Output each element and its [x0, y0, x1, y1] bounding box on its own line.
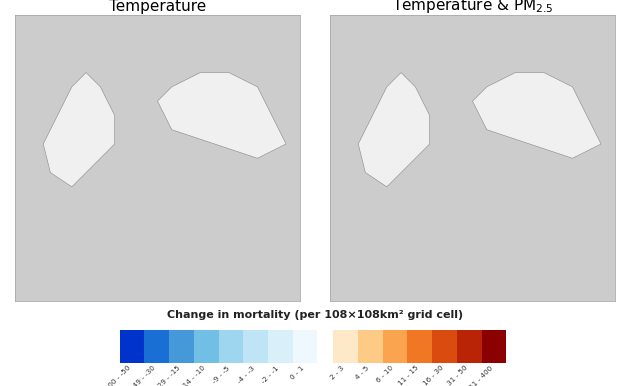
Text: -14 - -10: -14 - -10 [180, 365, 206, 386]
Text: 0 - 1: 0 - 1 [289, 365, 305, 381]
Polygon shape [472, 73, 601, 158]
Title: Due to change in
Temperature & PM$_{2.5}$: Due to change in Temperature & PM$_{2.5}… [392, 0, 553, 15]
Text: 31 - 50: 31 - 50 [447, 365, 469, 386]
Text: -9 - -5: -9 - -5 [212, 365, 231, 384]
Text: Change in mortality (per 108×108km² grid cell): Change in mortality (per 108×108km² grid… [167, 310, 463, 320]
Text: 11 - 15: 11 - 15 [398, 365, 420, 386]
Text: 4 - 5: 4 - 5 [355, 365, 370, 381]
Polygon shape [158, 73, 286, 158]
Text: -4 - -3: -4 - -3 [236, 365, 256, 384]
Text: -29 - -15: -29 - -15 [156, 365, 181, 386]
Text: 16 - 30: 16 - 30 [422, 365, 445, 386]
Title: Due to change in
Temperature: Due to change in Temperature [92, 0, 223, 14]
Polygon shape [43, 73, 115, 187]
Text: -100 - -50: -100 - -50 [103, 365, 132, 386]
Text: 51 - 400: 51 - 400 [468, 365, 494, 386]
Text: 2 - 3: 2 - 3 [329, 365, 346, 381]
Text: -49 - -30: -49 - -30 [130, 365, 157, 386]
Polygon shape [358, 73, 430, 187]
Text: 6 - 10: 6 - 10 [376, 365, 395, 384]
Text: -2 - -1: -2 - -1 [261, 365, 280, 384]
